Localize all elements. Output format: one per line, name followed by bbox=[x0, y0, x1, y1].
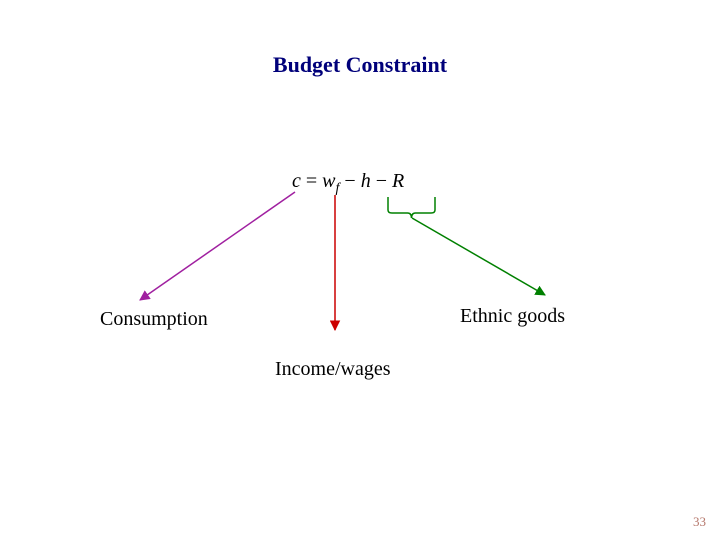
eq-part-7: R bbox=[392, 170, 404, 192]
eq-part-5: h bbox=[361, 170, 371, 192]
diagram-svg bbox=[0, 0, 720, 540]
consumption-arrow bbox=[140, 192, 295, 300]
label-consumption: Consumption bbox=[100, 308, 208, 331]
eq-part-6: − bbox=[371, 170, 392, 192]
label-income: Income/wages bbox=[275, 358, 391, 381]
eq-part-2: w bbox=[322, 170, 335, 192]
under-bracket bbox=[388, 197, 435, 218]
ethnic-arrow bbox=[412, 218, 545, 295]
page-number: 33 bbox=[693, 514, 706, 530]
equation: c = wf − h − R bbox=[292, 170, 404, 197]
eq-part-4: − bbox=[339, 170, 360, 192]
eq-part-0: c bbox=[292, 170, 301, 192]
bracket-group bbox=[388, 197, 435, 218]
slide-title: Budget Constraint bbox=[0, 52, 720, 78]
eq-part-1: = bbox=[301, 170, 322, 192]
label-ethnic: Ethnic goods bbox=[460, 305, 565, 328]
